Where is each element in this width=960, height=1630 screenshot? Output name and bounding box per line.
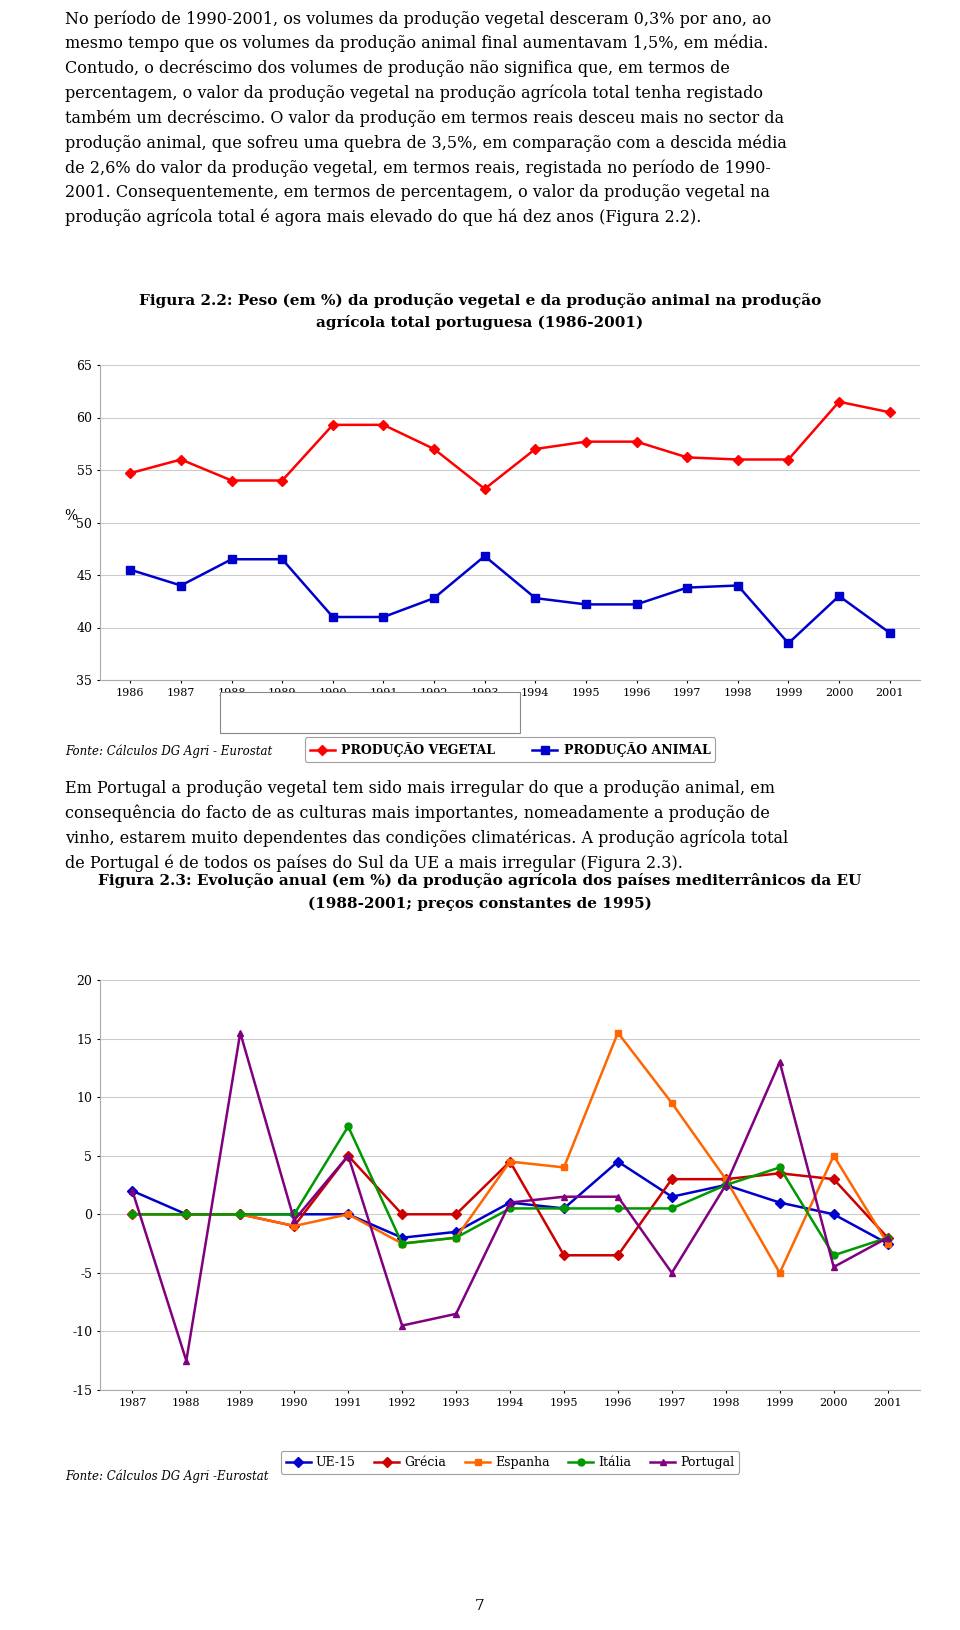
Legend: UE-15, Grécia, Espanha, Itália, Portugal: UE-15, Grécia, Espanha, Itália, Portugal xyxy=(280,1451,739,1474)
Text: No período de 1990-2001, os volumes da produção vegetal desceram 0,3% por ano, a: No período de 1990-2001, os volumes da p… xyxy=(65,10,787,227)
Text: Fonte: Cálculos DG Agri -Eurostat: Fonte: Cálculos DG Agri -Eurostat xyxy=(65,1470,269,1483)
Text: (1988-2001; preços constantes de 1995): (1988-2001; preços constantes de 1995) xyxy=(308,897,652,911)
Text: agrícola total portuguesa (1986-2001): agrícola total portuguesa (1986-2001) xyxy=(317,315,643,329)
Text: Fonte: Cálculos DG Agri - Eurostat: Fonte: Cálculos DG Agri - Eurostat xyxy=(65,745,273,758)
Text: Em Portugal a produção vegetal tem sido mais irregular do que a produção animal,: Em Portugal a produção vegetal tem sido … xyxy=(65,781,788,872)
Text: Figura 2.3: Evolução anual (em %) da produção agrícola dos países mediterrânicos: Figura 2.3: Evolução anual (em %) da pro… xyxy=(98,874,862,888)
Text: 7: 7 xyxy=(475,1599,485,1614)
Y-axis label: %: % xyxy=(64,509,78,523)
Legend: PRODUÇÃO VEGETAL, PRODUÇÃO ANIMAL: PRODUÇÃO VEGETAL, PRODUÇÃO ANIMAL xyxy=(304,737,715,761)
Text: Figura 2.2: Peso (em %) da produção vegetal e da produção animal na produção: Figura 2.2: Peso (em %) da produção vege… xyxy=(139,293,821,308)
FancyBboxPatch shape xyxy=(220,691,520,732)
